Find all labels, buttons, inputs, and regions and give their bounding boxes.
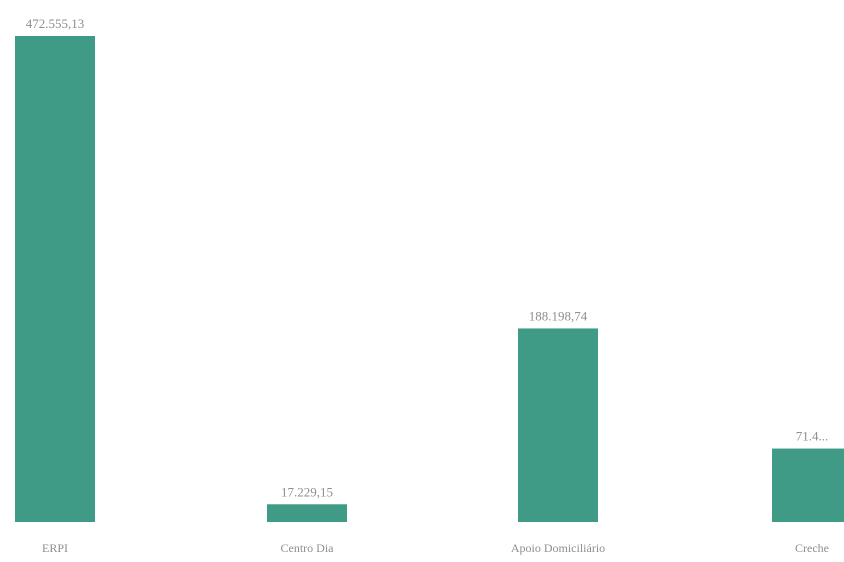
- category-label: Creche: [795, 541, 829, 555]
- bar-erpi: [15, 36, 95, 522]
- category-label: Apoio Domiciliário: [511, 541, 605, 555]
- category-label: ERPI: [42, 541, 68, 555]
- bar-apoio-domicili-rio: [518, 328, 598, 522]
- value-label: 71.4...: [796, 429, 829, 444]
- value-label: 17.229,15: [281, 484, 333, 499]
- bar-centro-dia: [267, 504, 347, 522]
- bar-creche: [772, 448, 844, 522]
- category-label: Centro Dia: [281, 541, 335, 555]
- value-label: 188.198,74: [529, 308, 588, 323]
- value-label: 472.555,13: [26, 16, 85, 31]
